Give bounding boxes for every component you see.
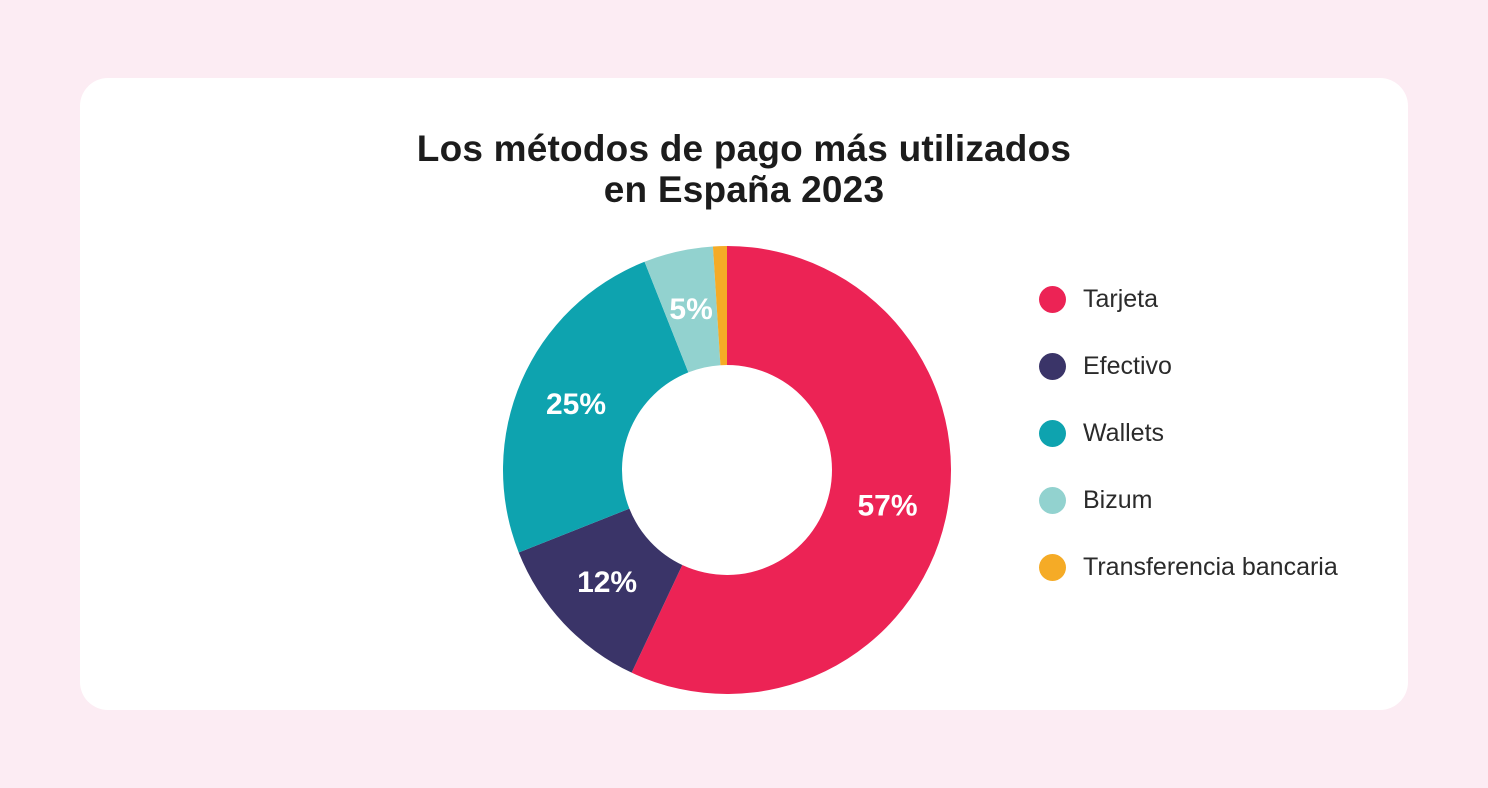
legend-item-bizum: Bizum <box>1039 486 1338 515</box>
legend-item-tarjeta: Tarjeta <box>1039 285 1338 314</box>
legend-label-efectivo: Efectivo <box>1083 352 1172 380</box>
legend-label-transferencia-bancaria: Transferencia bancaria <box>1083 553 1338 581</box>
donut-chart-svg: 57% 12% 25% 5% <box>502 246 952 694</box>
legend-item-wallets: Wallets <box>1039 419 1338 448</box>
legend-label-bizum: Bizum <box>1083 486 1153 514</box>
chart-title-line1: Los métodos de pago más utilizados <box>416 128 1072 169</box>
legend-dot-transferencia-bancaria <box>1039 554 1066 581</box>
slice-tarjeta <box>631 246 952 694</box>
chart-title: Los métodos de pago más utilizados en Es… <box>80 128 1408 211</box>
slice-bizum <box>644 246 721 373</box>
legend-item-efectivo: Efectivo <box>1039 352 1338 381</box>
slice-wallets <box>502 261 689 553</box>
slice-label-tarjeta: 57% <box>857 489 917 522</box>
legend-dot-tarjeta <box>1039 286 1066 313</box>
chart-title-line2: en España 2023 <box>603 169 885 211</box>
slice-efectivo <box>518 508 683 673</box>
slice-label-wallets: 25% <box>546 388 606 421</box>
legend-dot-bizum <box>1039 487 1066 514</box>
legend-dot-efectivo <box>1039 353 1066 380</box>
legend-label-tarjeta: Tarjeta <box>1083 285 1159 313</box>
slice-transferencia-bancaria <box>712 246 727 366</box>
chart-card: Los métodos de pago más utilizados en Es… <box>80 78 1408 710</box>
legend-label-wallets: Wallets <box>1083 419 1165 447</box>
donut-chart: 57% 12% 25% 5% <box>497 240 957 700</box>
legend-item-transferencia-bancaria: Transferencia bancaria <box>1039 553 1338 582</box>
legend-dot-wallets <box>1039 420 1066 447</box>
chart-legend: Tarjeta Efectivo Wallets Bizum Transferencia… <box>1039 285 1338 582</box>
slice-label-bizum: 5% <box>669 293 712 326</box>
slice-label-efectivo: 12% <box>577 566 637 599</box>
